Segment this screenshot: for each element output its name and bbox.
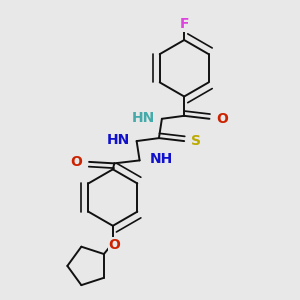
Text: O: O: [71, 155, 82, 169]
Text: O: O: [216, 112, 228, 126]
Text: O: O: [108, 238, 120, 252]
Text: F: F: [179, 17, 189, 31]
Text: HN: HN: [107, 134, 130, 148]
Text: S: S: [191, 134, 201, 148]
Text: HN: HN: [132, 111, 155, 125]
Text: NH: NH: [150, 152, 173, 166]
